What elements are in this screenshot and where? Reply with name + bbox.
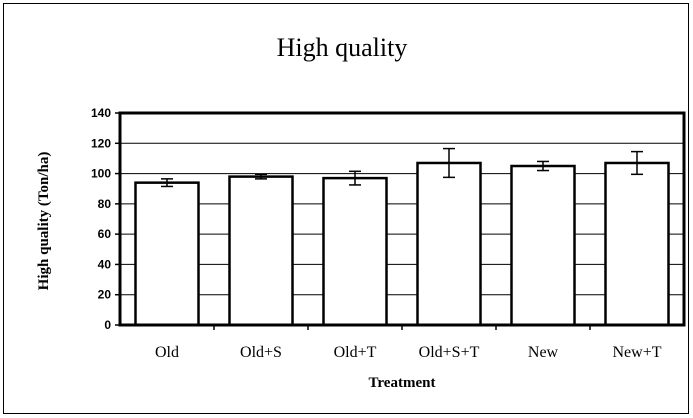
plot-area-border	[118, 111, 686, 327]
y-tick-label: 120	[91, 136, 111, 150]
x-axis-ticks: Old Old+S Old+T Old+S+T New New+T	[155, 325, 662, 361]
bar-Old+S	[228, 175, 294, 327]
y-axis-title: High quality (Ton/ha)	[36, 152, 52, 291]
y-tick-label: 140	[91, 106, 111, 120]
x-tick-label: Old+S	[240, 344, 282, 361]
bar-Old	[134, 181, 200, 327]
error-bar-New+T	[631, 150, 643, 176]
y-axis-ticks: 0 20 40 60 80 100 120 140	[91, 106, 120, 332]
error-bar-Old+S	[255, 173, 267, 180]
y-tick-label: 20	[98, 288, 112, 302]
x-tick-label: Old+T	[334, 344, 377, 361]
x-tick-label: New+T	[612, 344, 661, 361]
bar-chart: High quality 0 20 40 60 80 100 120 140 Old Old+S…	[36, 33, 686, 391]
bar-New+T	[604, 161, 670, 327]
error-bars	[161, 147, 643, 188]
bars	[134, 161, 670, 327]
chart-title: High quality	[277, 33, 408, 62]
y-tick-label: 60	[98, 227, 112, 241]
bar-New	[510, 164, 576, 327]
bar-Old+T	[322, 176, 388, 327]
chart-frame: High quality 0 20 40 60 80 100 120 140 Old Old+S…	[3, 3, 689, 414]
x-axis-title: Treatment	[369, 375, 436, 391]
y-tick-label: 100	[91, 167, 111, 181]
bar-Old+S+T	[416, 161, 482, 327]
y-tick-label: 0	[104, 318, 111, 332]
y-tick-label: 40	[98, 257, 112, 271]
error-bar-Old+T	[349, 170, 361, 186]
error-bar-Old	[161, 178, 173, 188]
gridlines	[120, 142, 684, 296]
x-tick-label: Old	[155, 344, 179, 361]
error-bar-Old+S+T	[443, 147, 455, 179]
x-tick-label: Old+S+T	[419, 344, 480, 361]
y-tick-label: 80	[98, 197, 112, 211]
x-tick-label: New	[528, 344, 559, 361]
error-bar-New	[537, 160, 549, 172]
